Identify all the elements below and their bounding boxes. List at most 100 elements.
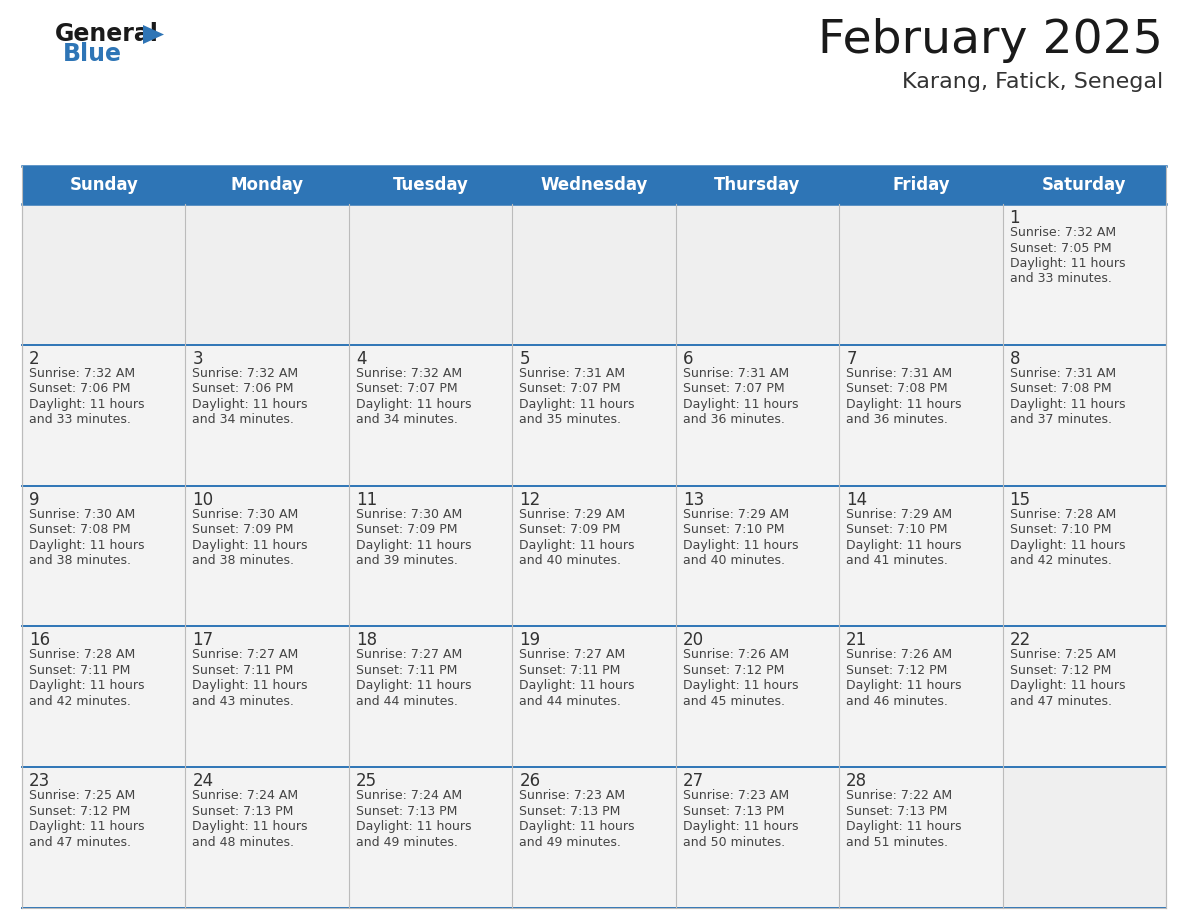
Bar [349,486,512,626]
Text: Daylight: 11 hours: Daylight: 11 hours [29,679,145,692]
Text: Sunset: 7:12 PM: Sunset: 7:12 PM [846,664,948,677]
Text: 18: 18 [356,632,377,649]
Text: Sunset: 7:10 PM: Sunset: 7:10 PM [846,523,948,536]
Text: Sunset: 7:09 PM: Sunset: 7:09 PM [192,523,293,536]
Text: and 34 minutes.: and 34 minutes. [192,413,295,426]
Text: Daylight: 11 hours: Daylight: 11 hours [356,539,472,552]
Bar [1003,767,1165,908]
Text: and 46 minutes.: and 46 minutes. [846,695,948,708]
Bar [185,626,349,767]
Bar [839,486,1003,626]
Text: Sunset: 7:08 PM: Sunset: 7:08 PM [29,523,131,536]
Text: Sunrise: 7:22 AM: Sunrise: 7:22 AM [846,789,953,802]
Bar [839,767,1003,908]
Text: Sunset: 7:09 PM: Sunset: 7:09 PM [519,523,621,536]
Text: and 51 minutes.: and 51 minutes. [846,835,948,849]
Bar [349,204,512,345]
Bar [512,204,676,345]
Text: 25: 25 [356,772,377,790]
Text: Daylight: 11 hours: Daylight: 11 hours [1010,397,1125,410]
Bar [185,767,349,908]
Text: and 44 minutes.: and 44 minutes. [356,695,457,708]
Bar [185,486,349,626]
Text: Sunset: 7:12 PM: Sunset: 7:12 PM [29,805,131,818]
Text: Daylight: 11 hours: Daylight: 11 hours [356,820,472,834]
Text: Saturday: Saturday [1042,176,1126,194]
Text: and 47 minutes.: and 47 minutes. [1010,695,1112,708]
Text: Sunset: 7:06 PM: Sunset: 7:06 PM [192,382,293,396]
Bar [349,626,512,767]
Text: Sunset: 7:13 PM: Sunset: 7:13 PM [519,805,620,818]
Text: Sunrise: 7:32 AM: Sunrise: 7:32 AM [29,367,135,380]
Text: Sunrise: 7:29 AM: Sunrise: 7:29 AM [683,508,789,521]
Text: Sunset: 7:05 PM: Sunset: 7:05 PM [1010,241,1111,254]
Text: 16: 16 [29,632,50,649]
Text: Sunrise: 7:30 AM: Sunrise: 7:30 AM [192,508,298,521]
Text: 7: 7 [846,350,857,368]
Text: Daylight: 11 hours: Daylight: 11 hours [192,820,308,834]
Text: Sunrise: 7:23 AM: Sunrise: 7:23 AM [519,789,625,802]
Bar [512,345,676,486]
Text: 12: 12 [519,490,541,509]
Text: Sunrise: 7:28 AM: Sunrise: 7:28 AM [29,648,135,661]
Text: Sunset: 7:13 PM: Sunset: 7:13 PM [192,805,293,818]
Text: Sunrise: 7:32 AM: Sunrise: 7:32 AM [1010,226,1116,239]
Text: and 49 minutes.: and 49 minutes. [519,835,621,849]
Text: 22: 22 [1010,632,1031,649]
Text: and 36 minutes.: and 36 minutes. [846,413,948,426]
Text: Thursday: Thursday [714,176,801,194]
Bar [23,204,185,345]
Text: and 42 minutes.: and 42 minutes. [29,695,131,708]
Text: Sunrise: 7:31 AM: Sunrise: 7:31 AM [846,367,953,380]
Text: Daylight: 11 hours: Daylight: 11 hours [1010,539,1125,552]
Bar [512,626,676,767]
Text: 27: 27 [683,772,703,790]
Text: Daylight: 11 hours: Daylight: 11 hours [683,539,798,552]
Bar [23,767,185,908]
Bar [839,626,1003,767]
Polygon shape [143,25,164,44]
Bar [1003,345,1165,486]
Text: Sunset: 7:13 PM: Sunset: 7:13 PM [846,805,948,818]
Text: Sunrise: 7:29 AM: Sunrise: 7:29 AM [846,508,953,521]
Text: Sunset: 7:07 PM: Sunset: 7:07 PM [519,382,621,396]
Text: 3: 3 [192,350,203,368]
Text: 4: 4 [356,350,366,368]
Text: Sunset: 7:12 PM: Sunset: 7:12 PM [1010,664,1111,677]
Text: Sunrise: 7:25 AM: Sunrise: 7:25 AM [1010,648,1116,661]
Text: Sunset: 7:12 PM: Sunset: 7:12 PM [683,664,784,677]
Text: Daylight: 11 hours: Daylight: 11 hours [192,397,308,410]
Text: Sunrise: 7:31 AM: Sunrise: 7:31 AM [1010,367,1116,380]
Text: Sunset: 7:11 PM: Sunset: 7:11 PM [356,664,457,677]
Text: Sunrise: 7:32 AM: Sunrise: 7:32 AM [356,367,462,380]
Text: and 36 minutes.: and 36 minutes. [683,413,784,426]
Text: Sunrise: 7:27 AM: Sunrise: 7:27 AM [519,648,626,661]
Text: 20: 20 [683,632,703,649]
Text: Daylight: 11 hours: Daylight: 11 hours [519,397,634,410]
Text: Sunset: 7:09 PM: Sunset: 7:09 PM [356,523,457,536]
Text: 19: 19 [519,632,541,649]
Text: and 40 minutes.: and 40 minutes. [519,554,621,567]
Text: 21: 21 [846,632,867,649]
Bar [23,166,1165,204]
Text: Sunset: 7:11 PM: Sunset: 7:11 PM [29,664,131,677]
Text: Sunset: 7:13 PM: Sunset: 7:13 PM [356,805,457,818]
Text: and 35 minutes.: and 35 minutes. [519,413,621,426]
Text: Sunrise: 7:31 AM: Sunrise: 7:31 AM [519,367,625,380]
Text: and 33 minutes.: and 33 minutes. [1010,273,1112,285]
Text: Daylight: 11 hours: Daylight: 11 hours [356,679,472,692]
Text: Blue: Blue [63,42,122,66]
Text: and 39 minutes.: and 39 minutes. [356,554,457,567]
Text: Sunset: 7:07 PM: Sunset: 7:07 PM [683,382,784,396]
Text: 28: 28 [846,772,867,790]
Text: 24: 24 [192,772,214,790]
Text: Sunset: 7:10 PM: Sunset: 7:10 PM [1010,523,1111,536]
Text: and 33 minutes.: and 33 minutes. [29,413,131,426]
Bar [1003,626,1165,767]
Text: 10: 10 [192,490,214,509]
Text: Daylight: 11 hours: Daylight: 11 hours [519,539,634,552]
Bar [1003,204,1165,345]
Text: 8: 8 [1010,350,1020,368]
Text: Sunrise: 7:24 AM: Sunrise: 7:24 AM [192,789,298,802]
Bar [349,345,512,486]
